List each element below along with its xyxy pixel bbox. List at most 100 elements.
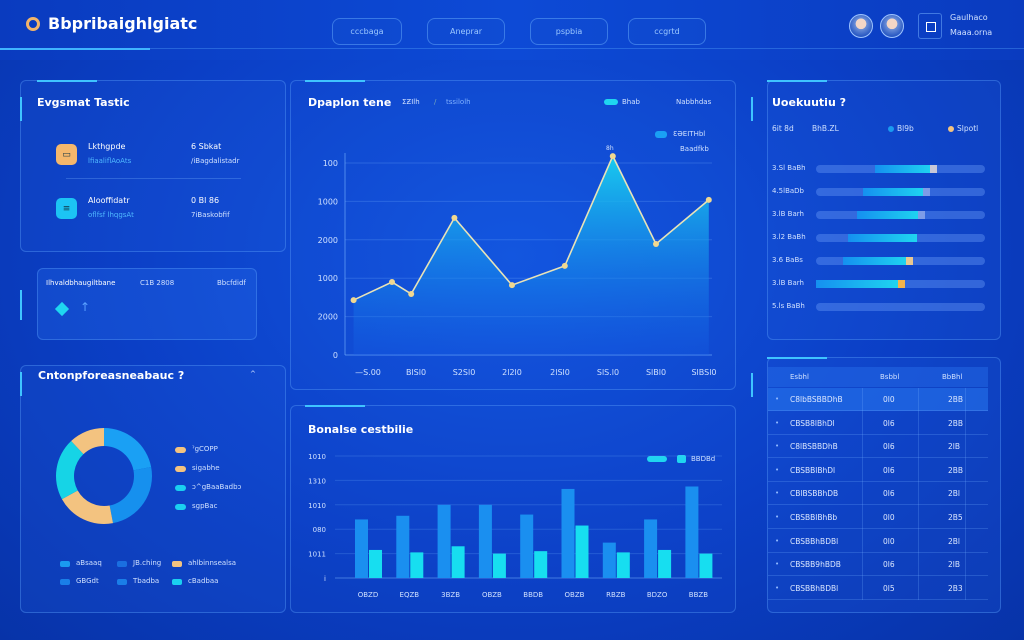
table-row[interactable] [768,506,988,529]
donut-slice[interactable] [71,428,104,455]
bar[interactable] [451,546,465,578]
table-cell: 2Bl [948,489,961,499]
donut-slice[interactable] [104,428,152,471]
tag-icon: ▭ [56,144,77,165]
nav-tab-1[interactable]: cccbaga [332,18,402,45]
mini-right: Bbcfdidf [217,279,246,287]
bar[interactable] [355,519,368,578]
header-accent [0,48,150,50]
row-bullet-icon: • [775,418,780,427]
data-point[interactable] [350,297,357,304]
data-point[interactable] [451,214,458,221]
donut-slice[interactable] [61,490,113,524]
bar[interactable] [492,553,506,578]
table-row[interactable] [768,530,988,553]
data-point[interactable] [705,196,712,203]
bar[interactable] [369,549,382,578]
table-row[interactable] [768,412,988,435]
table-row[interactable] [768,553,988,577]
bar[interactable] [520,514,534,578]
table-row[interactable] [768,482,988,506]
donut-slice[interactable] [56,441,84,500]
bar[interactable] [396,515,410,578]
ranking-label: 3.l2 BaBh [772,233,806,241]
bar[interactable] [616,552,630,578]
nav-tab-4[interactable]: ccgrtd [628,18,706,45]
data-point[interactable] [509,282,515,289]
table-row[interactable] [768,388,988,411]
distribution-title: Cntonpforeasneabauc ? [38,369,185,382]
donut-slice[interactable] [109,467,152,524]
bar-title: Bonalse cestbilie [308,423,414,436]
bar[interactable] [534,551,548,578]
divider [66,178,241,179]
ranking-bar-marker [917,211,925,219]
table-row[interactable] [768,577,988,600]
data-point[interactable] [561,262,568,269]
bar[interactable] [561,488,575,578]
bar[interactable] [410,552,424,578]
bar[interactable] [644,519,658,578]
bar[interactable] [478,504,492,578]
legend-swatch [175,466,186,472]
table-cell: CBSBBhBDBl [790,536,839,546]
row-bullet-icon: • [775,489,780,498]
panel-accent [20,97,22,121]
bar[interactable] [437,504,451,578]
nav-tab-2[interactable]: Aneprar [427,18,505,45]
panel-accent [20,290,22,320]
legend-label: ˀgCOPP [192,445,218,453]
legend-swatch [175,447,186,453]
legend-label: sigabhe [192,464,220,472]
column-header[interactable]: Bsbbl [880,373,900,381]
header-divider [150,48,1024,49]
nav-tab-3[interactable]: pspbia [530,18,608,45]
legend-label: cBadbaa [188,577,219,585]
table-row[interactable] [768,459,988,482]
column-header[interactable]: BbBhl [942,373,963,381]
list-icon: ≡ [56,198,77,219]
bar[interactable] [575,525,589,578]
bar[interactable] [685,486,699,579]
row-bullet-icon: • [775,442,780,451]
legend-swatch [677,455,686,463]
collapse-icon[interactable]: ^ [250,370,256,378]
bar[interactable] [699,553,713,578]
y-tick-label: 1010 [308,453,326,461]
data-point[interactable] [408,290,415,297]
data-point[interactable] [609,153,616,160]
trend-tag[interactable]: tssilolh [446,98,471,106]
table-row[interactable] [768,435,988,459]
legend-swatch [647,456,667,462]
data-point[interactable] [653,241,659,248]
trend-tag[interactable]: ƩƵIlh [402,98,420,106]
ranking-label: 4.5lBaDb [772,187,805,195]
column-header[interactable]: Esbhl [790,373,809,381]
ranking-bar-fill [863,188,926,196]
ranking-bar-fill [816,280,901,288]
legend-label: ƐƏEITHbl [673,130,706,138]
x-tick-label: SlS.l0 [597,368,619,377]
bar[interactable] [602,542,616,578]
line-chart: 0 2000 1000 2000 1000 100 —S.00 BlSl0 S2Sl0 2l2l0… [318,153,717,377]
avatar[interactable] [880,14,904,38]
avatar[interactable] [849,14,873,38]
ranking-bar-fill [856,211,921,219]
legend-dot [888,126,894,132]
ranking-bar-marker [897,280,905,288]
mini-panel [37,268,257,340]
x-tick-label: BBZB [689,591,708,599]
legend-swatch [175,504,186,510]
bar[interactable] [658,549,672,578]
trend-title: Dpaplon tene [308,96,392,109]
app-title: Bbpribaighlgiatc [48,14,198,33]
ranking-bar-marker [922,188,930,196]
y-tick-label: 1310 [308,477,326,485]
legend-sublabel: Baadfkb [680,145,709,153]
row-bullet-icon: • [775,583,780,592]
x-tick-label: OBZD [358,591,379,599]
bar-chart: i 1011 080 1010 1310 1010 OBZD EQZB 3BZB OBZB BBDB… [308,453,722,599]
panel-accent [20,372,22,396]
data-point[interactable] [389,279,395,286]
fullscreen-icon[interactable] [918,13,942,39]
